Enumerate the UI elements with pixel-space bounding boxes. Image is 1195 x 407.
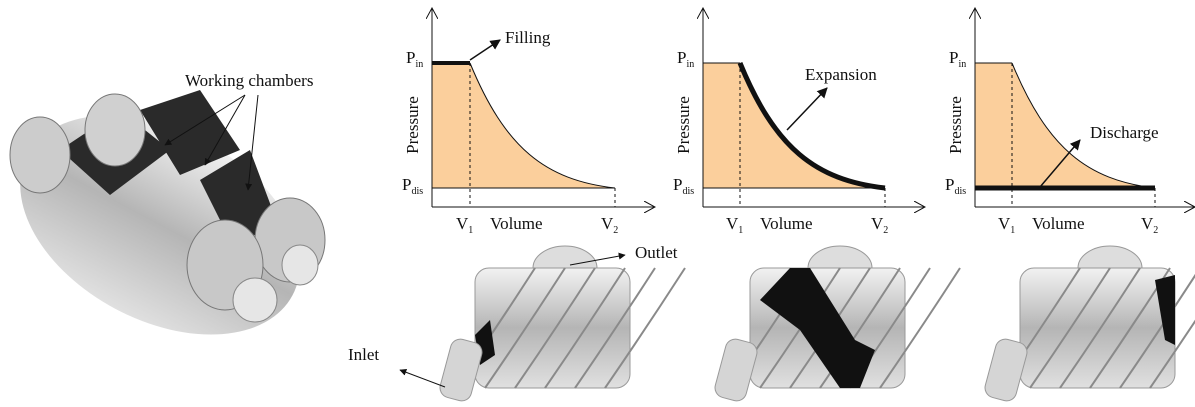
rotor-lobe — [1059, 267, 1141, 389]
p-dis-label-subscript: dis — [411, 186, 423, 197]
p-dis-label-symbol: P — [673, 175, 682, 194]
rotor-illustration — [714, 245, 961, 402]
v1-label-subscript: 1 — [1010, 225, 1015, 236]
p-in-label-symbol: P — [406, 48, 415, 67]
p-dis-label-symbol: P — [945, 175, 954, 194]
p-dis-label: Pdis — [402, 175, 423, 197]
inlet-pipe — [984, 338, 1028, 402]
p-in-label: Pin — [677, 48, 694, 70]
v2-label-subscript: 2 — [883, 225, 888, 236]
p-dis-label: Pdis — [945, 175, 966, 197]
working-chamber — [1155, 275, 1175, 345]
compressor-photo: Working chambers — [9, 71, 326, 335]
v2-label: V2 — [601, 214, 618, 236]
inlet-pipe — [439, 338, 483, 402]
work-area — [975, 63, 1155, 188]
v2-label-symbol: V — [601, 214, 614, 233]
expansion-curve — [469, 62, 616, 189]
p-dis-label-symbol: P — [402, 175, 411, 194]
rotor-lobe — [604, 267, 686, 389]
v1-label-subscript: 1 — [468, 225, 473, 236]
v2-label-subscript: 2 — [1153, 225, 1158, 236]
x-axis-label: Volume — [760, 214, 813, 233]
y-axis-label: Pressure — [946, 96, 965, 154]
p-in-label-subscript: in — [415, 59, 423, 70]
x-axis-label: Volume — [490, 214, 543, 233]
rotor-lobe — [1029, 267, 1111, 389]
v2-label-symbol: V — [1141, 214, 1154, 233]
rotor-lobe — [544, 267, 626, 389]
v2-label-symbol: V — [871, 214, 884, 233]
inlet-pipe — [714, 338, 758, 402]
v1-label-symbol: V — [726, 214, 739, 233]
v2-label: V2 — [1141, 214, 1158, 236]
phase-label: Discharge — [1090, 123, 1159, 142]
rotor-lobe — [514, 267, 596, 389]
rotor-lobe — [1149, 319, 1195, 389]
work-area — [432, 63, 615, 188]
expansion-curve — [737, 62, 886, 191]
rotor-illustration — [439, 245, 686, 402]
p-dis-label: Pdis — [673, 175, 694, 197]
p-dis-label-subscript: dis — [682, 186, 694, 197]
v2-label-subscript: 2 — [613, 225, 618, 236]
working-chamber — [760, 268, 875, 388]
rotor-body — [474, 267, 631, 389]
v1-label: V1 — [998, 214, 1015, 236]
rotor-lobe — [574, 267, 656, 389]
v1-label: V1 — [456, 214, 473, 236]
work-area — [703, 63, 885, 188]
p-in-label: Pin — [949, 48, 966, 70]
inlet-label: Inlet — [348, 345, 379, 364]
phase-label: Filling — [505, 28, 551, 47]
expansion-curve — [1011, 62, 1156, 189]
y-axis-label: Pressure — [403, 96, 422, 154]
p-in-label-subscript: in — [686, 59, 694, 70]
rotor-lobe — [819, 267, 901, 389]
photo-label: Working chambers — [185, 71, 313, 90]
rotor-illustration — [984, 245, 1195, 402]
phase-label: Expansion — [805, 65, 877, 84]
v1-label-symbol: V — [998, 214, 1011, 233]
rotor-lobe — [484, 267, 566, 389]
phase-arrow — [469, 39, 501, 61]
outlet-arrow — [569, 252, 626, 266]
p-in-label-symbol: P — [949, 48, 958, 67]
phase-arrow — [786, 87, 828, 131]
rotor-lobe — [1119, 273, 1195, 389]
v1-label-subscript: 1 — [738, 225, 743, 236]
p-dis-label-subscript: dis — [954, 186, 966, 197]
v1-label: V1 — [726, 214, 743, 236]
inlet-arrow — [399, 368, 446, 388]
phase-arrow — [1039, 139, 1081, 188]
x-axis-label: Volume — [1032, 214, 1085, 233]
y-axis-label: Pressure — [674, 96, 693, 154]
p-in-label-subscript: in — [958, 59, 966, 70]
p-in-label: Pin — [406, 48, 423, 70]
p-in-label-symbol: P — [677, 48, 686, 67]
v2-label: V2 — [871, 214, 888, 236]
rotor-lobe — [879, 267, 961, 389]
outlet-label: Outlet — [635, 243, 678, 262]
v1-label-symbol: V — [456, 214, 469, 233]
